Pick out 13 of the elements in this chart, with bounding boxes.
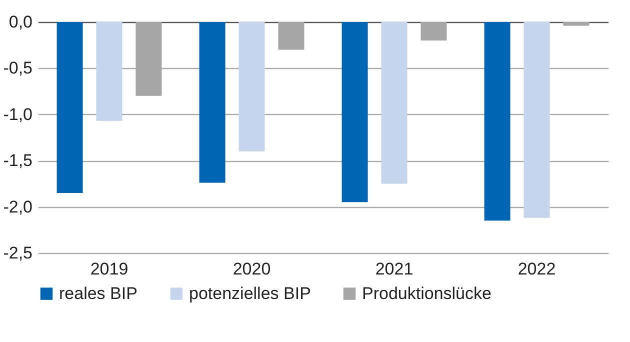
legend-label: potenzielles BIP bbox=[189, 284, 311, 303]
x-tick-label: 2019 bbox=[90, 260, 128, 278]
y-tick-label: -0,5 bbox=[3, 58, 32, 78]
x-tick-label: 2021 bbox=[375, 260, 414, 278]
x-tick-label: 2022 bbox=[518, 260, 556, 278]
y-tick-label: -1,0 bbox=[3, 104, 32, 124]
y-tick-label: 0,0 bbox=[8, 12, 32, 32]
x-tick-label: 2020 bbox=[232, 260, 271, 278]
y-tick-label: -2,5 bbox=[3, 244, 32, 262]
legend-label: Produktionslücke bbox=[362, 284, 492, 303]
y-tick-label: -2,0 bbox=[3, 197, 32, 216]
y-tick-label: -1,5 bbox=[3, 151, 32, 170]
legend-label: reales BIP bbox=[59, 284, 138, 303]
